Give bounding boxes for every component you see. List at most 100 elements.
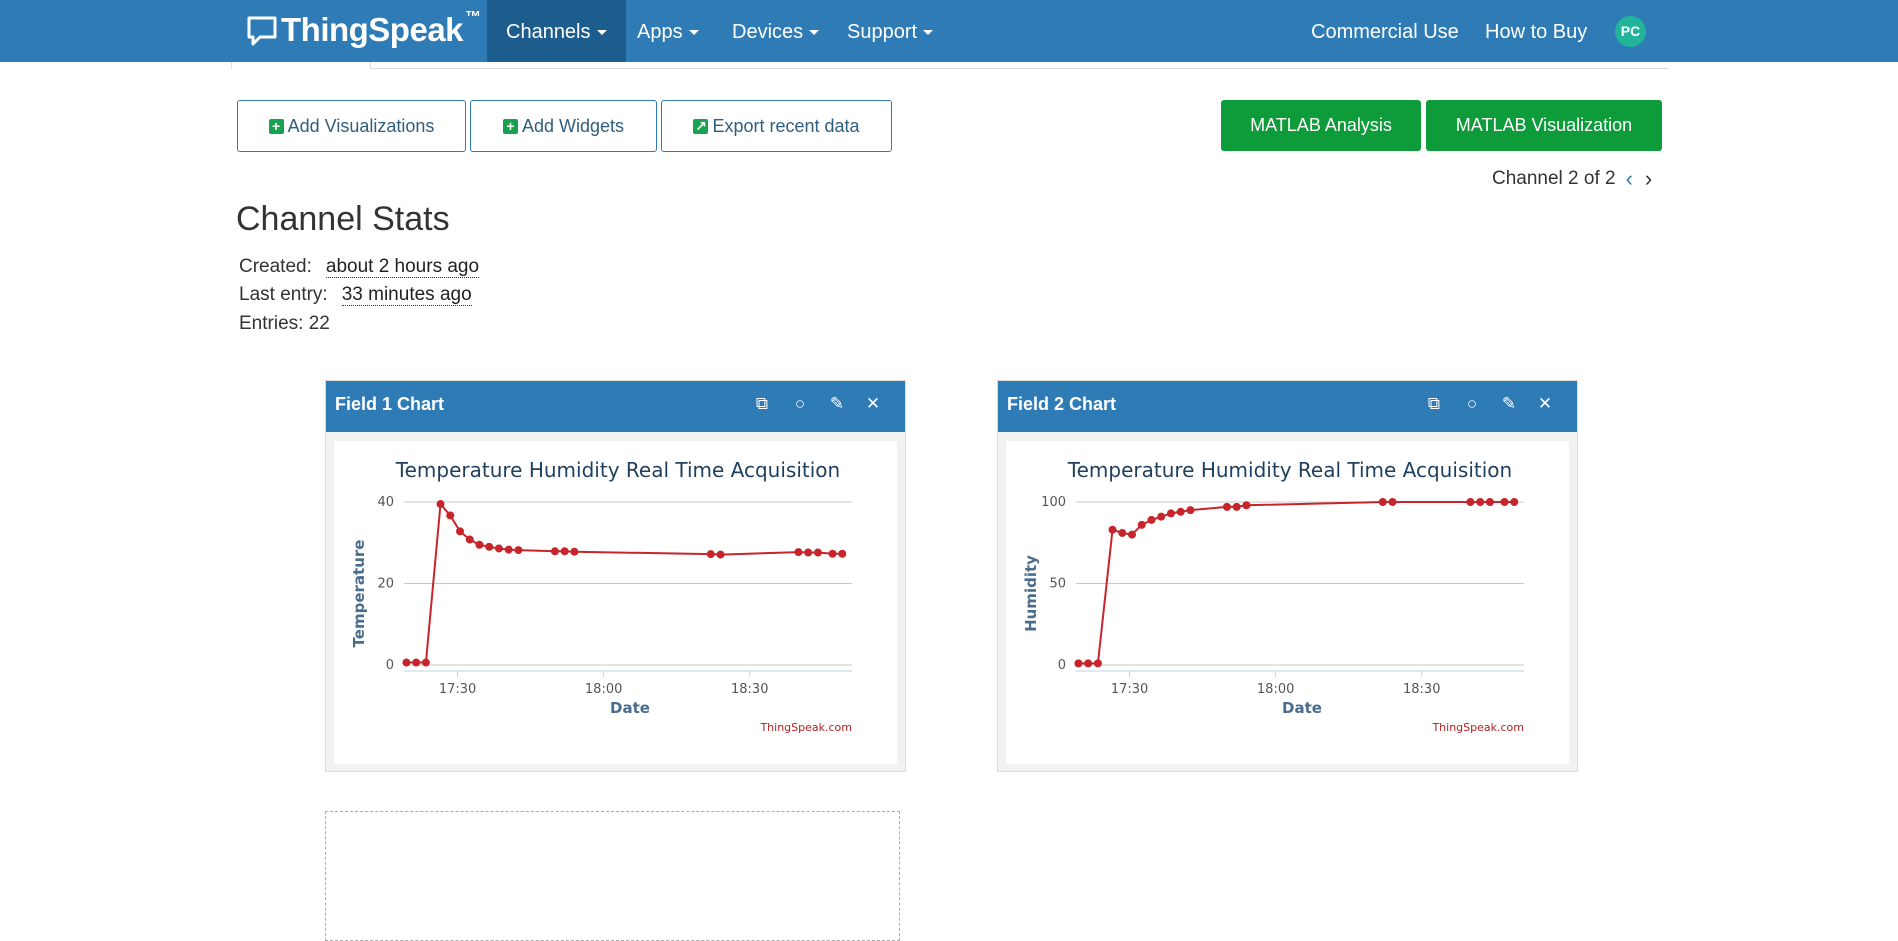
y-tick-label: 20 <box>377 577 394 592</box>
pencil-icon[interactable]: ✎ <box>1501 394 1517 413</box>
chevron-left-icon[interactable]: ‹ <box>1625 166 1633 191</box>
data-point <box>828 549 837 558</box>
matlab-analysis-button[interactable]: MATLAB Analysis <box>1221 100 1421 151</box>
add-widgets-button[interactable]: + Add Widgets <box>470 100 657 152</box>
data-point <box>804 548 813 557</box>
chat-bubble-icon <box>246 15 278 46</box>
panel-header: Field 1 Chart ⧉ ○ ✎ ✕ <box>326 381 905 432</box>
x-tick-label: 18:00 <box>1257 682 1294 697</box>
x-axis-label: Date <box>610 699 650 717</box>
data-point <box>1084 659 1093 668</box>
nav-commercial-use[interactable]: Commercial Use <box>1311 21 1459 43</box>
brand-logo[interactable]: ThingSpeak ™ <box>246 9 482 48</box>
add-visualizations-button[interactable]: + Add Visualizations <box>237 100 466 152</box>
nav-devices-label: Devices <box>732 21 804 43</box>
field-2-line-chart: Temperature Humidity Real Time Acquisiti… <box>1022 458 1524 734</box>
data-point <box>1118 528 1127 537</box>
data-point <box>494 544 503 553</box>
data-point <box>412 658 421 667</box>
chart-credit: ThingSpeak.com <box>1431 721 1524 734</box>
data-point <box>446 511 455 520</box>
x-tick-label: 18:30 <box>731 682 768 697</box>
data-point <box>485 542 494 551</box>
pencil-icon[interactable]: ✎ <box>829 394 845 413</box>
data-point <box>716 550 725 559</box>
data-point <box>514 546 523 555</box>
user-avatar[interactable]: PC <box>1615 16 1646 47</box>
data-point <box>1128 530 1136 539</box>
data-point <box>1093 659 1102 668</box>
nav-how-to-buy[interactable]: How to Buy <box>1485 21 1588 43</box>
chart-title: Temperature Humidity Real Time Acquisiti… <box>395 458 840 482</box>
stat-created-value: about 2 hours ago <box>325 256 480 278</box>
stat-last-entry-value: 33 minutes ago <box>341 284 472 306</box>
export-recent-data-button[interactable]: ↗ Export recent data <box>661 100 892 152</box>
data-point <box>1074 659 1083 668</box>
channel-pager: Channel 2 of 2 ‹ › <box>1492 168 1652 190</box>
matlab-visualization-button[interactable]: MATLAB Visualization <box>1426 100 1662 151</box>
x-tick-label: 18:30 <box>1403 682 1440 697</box>
stat-created: Created: about 2 hours ago <box>239 256 480 278</box>
y-tick-label: 0 <box>1058 658 1066 673</box>
data-point <box>475 540 484 549</box>
data-point <box>706 550 715 559</box>
caret-down-icon <box>923 30 934 36</box>
y-tick-label: 100 <box>1041 495 1066 510</box>
field-1-line-chart: Temperature Humidity Real Time Acquisiti… <box>350 458 852 734</box>
export-arrow-icon: ↗ <box>693 117 709 134</box>
field-2-chart-panel: Field 2 Chart ⧉ ○ ✎ ✕ Temperature Humidi… <box>997 380 1578 772</box>
data-point <box>1378 498 1387 506</box>
nav-support[interactable]: Support <box>828 0 952 62</box>
external-link-icon[interactable]: ⧉ <box>1427 394 1441 413</box>
series-line <box>406 501 843 664</box>
panel-title: Field 1 Chart <box>335 394 445 414</box>
nav-devices[interactable]: Devices <box>713 0 838 62</box>
data-point <box>1176 507 1185 516</box>
add-widgets-label: Add Widgets <box>521 115 625 136</box>
close-icon[interactable]: ✕ <box>1537 394 1553 413</box>
data-point <box>1157 512 1166 521</box>
y-tick-label: 40 <box>377 495 394 510</box>
data-point <box>436 500 445 509</box>
stat-last-entry: Last entry: 33 minutes ago <box>239 284 472 306</box>
caret-down-icon <box>596 30 607 36</box>
close-icon[interactable]: ✕ <box>865 394 881 413</box>
data-point <box>465 535 474 544</box>
plus-square-icon: + <box>502 118 518 134</box>
data-point <box>1485 498 1494 506</box>
data-point <box>1242 501 1251 510</box>
nav-apps[interactable]: Apps <box>618 0 718 62</box>
comment-icon[interactable]: ○ <box>1466 394 1478 413</box>
comment-icon[interactable]: ○ <box>794 394 806 413</box>
external-link-icon[interactable]: ⧉ <box>755 394 769 413</box>
data-point <box>1500 498 1509 506</box>
panel-title: Field 2 Chart <box>1007 394 1117 414</box>
stat-created-label: Created: <box>239 256 312 277</box>
panel-header: Field 2 Chart ⧉ ○ ✎ ✕ <box>998 381 1577 432</box>
channel-stats-heading: Channel Stats <box>236 200 450 238</box>
data-point <box>570 547 579 556</box>
x-tick-label: 18:00 <box>585 682 622 697</box>
tab-divider <box>371 68 1668 69</box>
channel-pager-label: Channel 2 of 2 <box>1492 168 1616 189</box>
brand-trademark: ™ <box>465 9 482 26</box>
data-point <box>1137 520 1146 529</box>
chart-area: Temperature Humidity Real Time Acquisiti… <box>334 441 897 764</box>
nav-apps-label: Apps <box>637 21 683 43</box>
data-point <box>838 549 847 558</box>
y-axis-label: Humidity <box>1022 555 1040 632</box>
nav-channels[interactable]: Channels <box>487 0 626 62</box>
data-point <box>1476 498 1485 506</box>
plus-square-icon: + <box>268 118 284 134</box>
caret-down-icon <box>809 30 820 36</box>
data-point <box>1222 502 1231 511</box>
nav-support-label: Support <box>847 21 918 43</box>
x-axis-label: Date <box>1282 699 1322 717</box>
chart-credit: ThingSpeak.com <box>759 721 852 734</box>
nav-channels-label: Channels <box>506 21 591 43</box>
stat-last-entry-label: Last entry: <box>239 284 328 305</box>
chevron-right-icon[interactable]: › <box>1644 166 1653 191</box>
widget-drop-zone[interactable] <box>325 811 900 941</box>
data-point <box>1166 509 1175 518</box>
y-tick-label: 0 <box>386 658 394 673</box>
